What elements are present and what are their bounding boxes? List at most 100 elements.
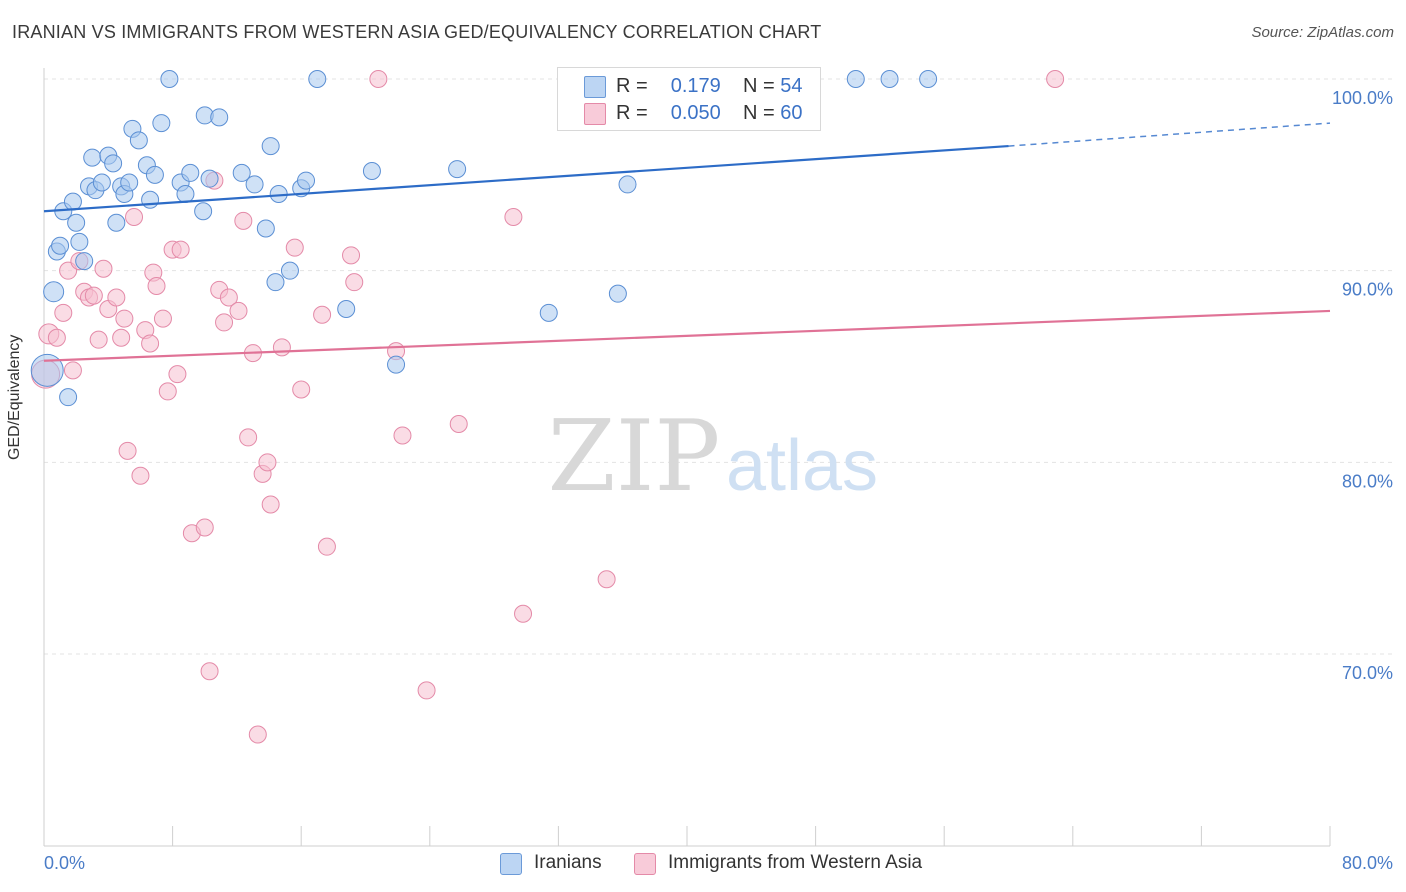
western-asia-point (112, 328, 131, 347)
iranians-point (59, 388, 78, 407)
iranians-point (30, 353, 64, 387)
iranians-point (880, 70, 899, 88)
iranians-point (176, 185, 195, 203)
iranians-point (608, 284, 627, 303)
n-label: N = (743, 102, 775, 124)
iranians-point (280, 261, 299, 280)
iranians-point (83, 148, 102, 167)
y-axis-label: GED/Equivalency (6, 334, 23, 460)
n-value: 54 (780, 75, 803, 97)
y-tick-label: 90.0% (1342, 280, 1393, 300)
western-asia-trend-line (43, 309, 1331, 362)
iranians-point (67, 213, 86, 232)
x-tick-label: 0.0% (44, 853, 85, 873)
iranians-point (297, 171, 316, 190)
western-asia-point (229, 301, 248, 320)
western-asia-point (89, 330, 108, 349)
iranians-point (266, 273, 285, 292)
western-asia-point (449, 415, 468, 433)
tick-labels: 100.0% 90.0% 80.0% 70.0% 0.0% 80.0% (44, 88, 1393, 873)
western-asia-point (417, 681, 436, 700)
blue-swatch (500, 853, 522, 875)
western-asia-point (118, 441, 137, 460)
western-asia-point (342, 246, 361, 265)
western-asia-point (131, 466, 150, 485)
r-label: R = (616, 75, 648, 97)
iranians-point (308, 70, 327, 88)
western-asia-point (597, 570, 616, 589)
trend-lines (43, 122, 1331, 362)
iranians-point (181, 163, 200, 182)
western-asia-point (234, 211, 253, 230)
iranians-point (539, 303, 558, 322)
iranians-point (107, 213, 126, 232)
western-asia-point (219, 288, 238, 307)
n-label: N = (743, 75, 775, 97)
iranians-point (261, 137, 280, 156)
watermark: ZIP atlas (548, 400, 878, 514)
western-asia-point (261, 495, 280, 514)
r-value: 0.050 (670, 102, 721, 124)
western-asia-point (84, 286, 103, 305)
western-asia-point (313, 305, 332, 324)
legend-label: Iranians (534, 852, 602, 873)
axes (43, 68, 1331, 847)
iranians-point (362, 162, 381, 180)
r-label: R = (616, 102, 648, 124)
western-asia-point (317, 537, 336, 556)
y-tick-label: 70.0% (1342, 663, 1393, 683)
western-asia-point (63, 361, 82, 380)
iranians-trend-extension (1008, 122, 1331, 147)
iranians-point (43, 281, 65, 303)
iranians-point (141, 190, 160, 209)
iranians-point (51, 236, 70, 255)
western-asia-point (215, 313, 234, 332)
iranians-point (70, 232, 89, 251)
pink-swatch (634, 853, 656, 875)
iranians-point (618, 175, 637, 194)
western-asia-point (171, 240, 190, 259)
series-legend: Iranians Immigrants from Western Asia (0, 852, 1406, 880)
western-asia-point (285, 238, 304, 257)
western-asia-point (107, 288, 126, 307)
iranians-point (337, 300, 356, 318)
western-asia-point (1046, 70, 1065, 88)
iranians-point (75, 252, 94, 271)
r-value: 0.179 (670, 75, 721, 97)
western-asia-point (125, 208, 144, 226)
western-asia-point (147, 277, 166, 295)
iranians-point (448, 160, 467, 179)
western-asia-point (258, 453, 277, 472)
iranians-point (846, 70, 865, 88)
data-points (30, 70, 1065, 744)
western-asia-point (195, 518, 214, 537)
western-asia-point (292, 380, 311, 399)
iranians-point (210, 108, 229, 127)
western-asia-point (47, 328, 66, 347)
western-asia-point (158, 382, 177, 401)
iranians-point (200, 169, 219, 188)
iranians-point (387, 355, 406, 374)
western-asia-point (153, 309, 172, 328)
iranians-point (256, 219, 275, 238)
western-asia-point (248, 725, 267, 744)
western-asia-point (504, 208, 523, 226)
western-asia-point (141, 334, 160, 353)
iranians-point (129, 131, 148, 150)
y-tick-label: 80.0% (1342, 471, 1393, 491)
n-value: 60 (780, 102, 803, 124)
western-asia-point (239, 428, 258, 447)
western-asia-point (200, 662, 219, 681)
x-tick-label: 80.0% (1342, 853, 1393, 873)
western-asia-point (94, 259, 113, 278)
watermark-atlas: atlas (726, 426, 878, 506)
iranians-point (194, 202, 213, 221)
western-asia-point (393, 426, 412, 445)
iranians-point (919, 70, 938, 88)
legend-label: Immigrants from Western Asia (668, 852, 923, 873)
iranians-point (92, 173, 111, 192)
western-asia-point (115, 309, 134, 328)
pink-swatch (584, 103, 606, 125)
iranians-point (120, 173, 139, 192)
iranians-point (160, 70, 179, 88)
